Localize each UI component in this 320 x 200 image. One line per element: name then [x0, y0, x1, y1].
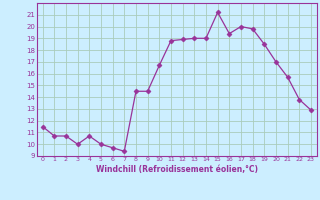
- X-axis label: Windchill (Refroidissement éolien,°C): Windchill (Refroidissement éolien,°C): [96, 165, 258, 174]
